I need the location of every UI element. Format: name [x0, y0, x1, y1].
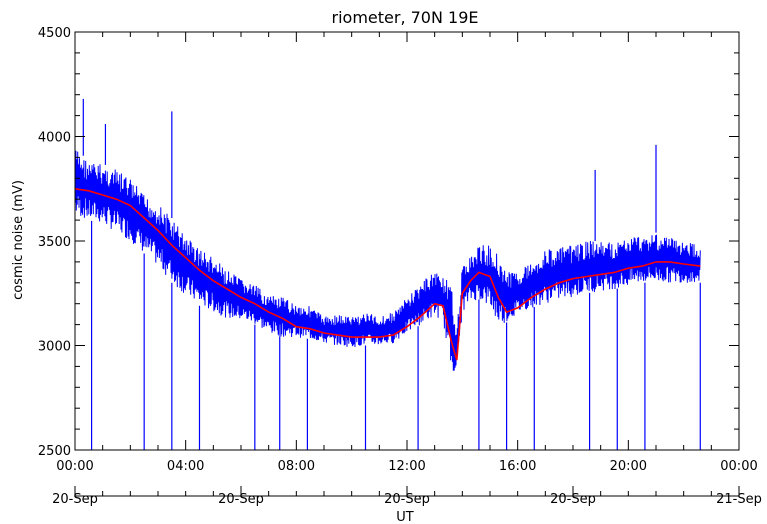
smoothed-signal-line — [74, 188, 701, 361]
x-axis-date: 20-Sep 20-Sep 20-Sep 20-Sep 21-Sep — [52, 486, 762, 507]
x-tick-label: 00:00 — [56, 459, 93, 474]
x-tick-label: 00:00 — [720, 459, 757, 474]
date-tick-label: 20-Sep — [384, 492, 430, 507]
y-axis: 2500 3000 3500 4000 4500 — [38, 26, 739, 459]
y-tick-label: 4000 — [38, 131, 71, 146]
y-tick-label: 3500 — [38, 235, 71, 250]
plot-data-group — [74, 98, 701, 450]
chart-title: riometer, 70N 19E — [332, 8, 479, 27]
x-tick-label: 04:00 — [167, 459, 204, 474]
date-tick-label: 21-Sep — [716, 492, 762, 507]
x-tick-label: 08:00 — [278, 459, 315, 474]
x-axis-time: 00:00 04:00 08:00 12:00 16:00 20:00 00:00 — [56, 32, 758, 474]
date-tick-label: 20-Sep — [52, 492, 98, 507]
x-tick-label: 20:00 — [610, 459, 647, 474]
y-tick-label: 2500 — [38, 444, 71, 459]
y-axis-label: cosmic noise (mV) — [11, 180, 26, 300]
x-tick-label: 16:00 — [499, 459, 536, 474]
x-axis-label: UT — [396, 510, 414, 524]
raw-signal-line — [74, 150, 701, 371]
y-tick-label: 3000 — [38, 340, 71, 355]
y-tick-label: 4500 — [38, 26, 71, 41]
date-tick-label: 20-Sep — [550, 492, 596, 507]
x-tick-label: 12:00 — [388, 459, 425, 474]
date-tick-label: 20-Sep — [218, 492, 264, 507]
